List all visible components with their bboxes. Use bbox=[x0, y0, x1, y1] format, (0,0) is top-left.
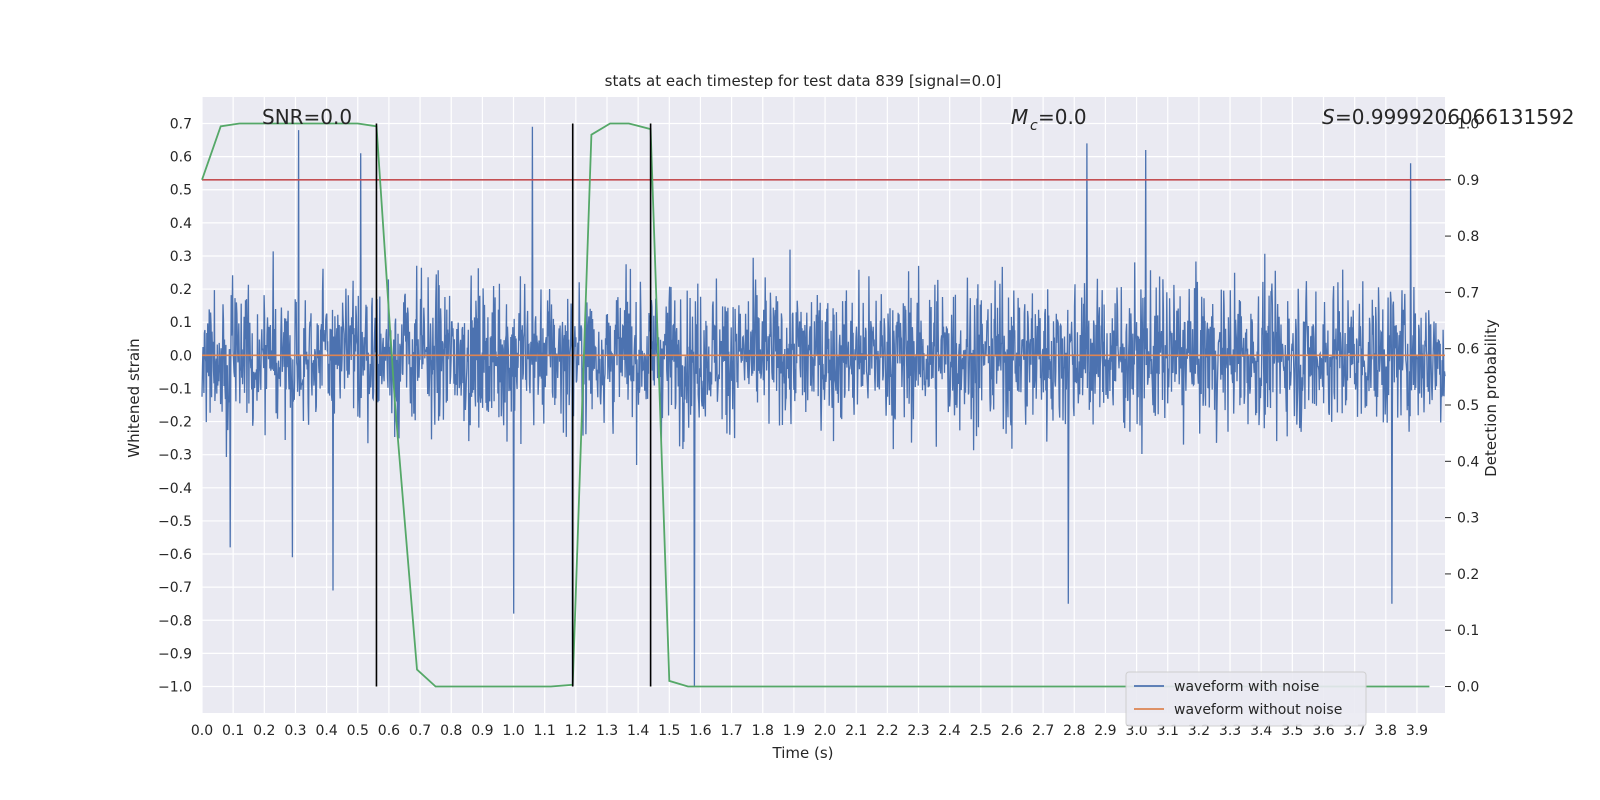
y-left-tick-label: 0.2 bbox=[170, 282, 192, 298]
legend-box bbox=[1125, 671, 1367, 727]
axes: 0.0 0.1 0.2 0.3 0.4 0.5 0.6 0.7 0.8 0.9 1.0 1.1 1.2 1… bbox=[158, 116, 1479, 739]
x-tick-label: 0.6 bbox=[378, 723, 400, 739]
snr-annotation: SNR=0.0 bbox=[262, 105, 352, 129]
y-right-tick-label: 0.1 bbox=[1457, 623, 1479, 639]
plot-area bbox=[202, 97, 1445, 713]
x-tick-label: 3.5 bbox=[1281, 723, 1303, 739]
mc-value: =0.0 bbox=[1038, 105, 1087, 129]
mc-subscript: c bbox=[1030, 118, 1038, 134]
x-tick-label: 3.9 bbox=[1406, 723, 1428, 739]
x-axis-title: Time (s) bbox=[772, 744, 834, 762]
x-tick-label: 2.4 bbox=[939, 723, 961, 739]
x-tick-label: 2.6 bbox=[1001, 723, 1023, 739]
y-right-tick-label: 1.0 bbox=[1457, 116, 1479, 132]
x-tick-label: 0.5 bbox=[347, 723, 369, 739]
y-right-tick-label: 0.0 bbox=[1457, 680, 1479, 696]
y-left-tick-label: −0.7 bbox=[158, 580, 192, 596]
x-tick-label: 1.9 bbox=[783, 723, 805, 739]
series-detection-probability bbox=[201, 122, 1430, 688]
x-tick-label: 1.8 bbox=[752, 723, 774, 739]
x-tick-label: 3.8 bbox=[1375, 723, 1397, 739]
x-tick-label: 1.7 bbox=[720, 723, 742, 739]
x-tick-label: 1.0 bbox=[502, 723, 524, 739]
y-right-tick-label: 0.9 bbox=[1457, 173, 1479, 189]
x-tick-label: 0.4 bbox=[315, 723, 337, 739]
y-right-tick-label: 0.2 bbox=[1457, 567, 1479, 583]
x-tick-label: 2.9 bbox=[1094, 723, 1116, 739]
x-tick-label: 0.2 bbox=[253, 723, 275, 739]
vertical-markers bbox=[375, 123, 652, 687]
mc-annotation: M c =0.0 bbox=[1011, 105, 1087, 134]
y-axis-right-title: Detection probability bbox=[1482, 319, 1500, 477]
y-left-tick-label: −0.9 bbox=[158, 646, 192, 662]
noise-line bbox=[201, 126, 1446, 687]
y-right-tick-label: 0.6 bbox=[1457, 342, 1479, 358]
y-left-tick-label: 0.3 bbox=[170, 249, 192, 265]
y-left-tick-label: −0.3 bbox=[158, 448, 192, 464]
y-left-tick-label: −0.1 bbox=[158, 381, 192, 397]
x-tick-label: 3.1 bbox=[1157, 723, 1179, 739]
x-tick-label: 2.2 bbox=[876, 723, 898, 739]
y-left-tick-label: 0.1 bbox=[170, 315, 192, 331]
y-right-tick-label: 0.3 bbox=[1457, 511, 1479, 527]
x-tick-label: 3.6 bbox=[1312, 723, 1334, 739]
y-left-tick-label: 0.4 bbox=[170, 216, 192, 232]
y-left-tick-label: 0.6 bbox=[170, 150, 192, 166]
legend: waveform with noise waveform without noi… bbox=[1125, 671, 1367, 727]
x-tick-label: 3.2 bbox=[1188, 723, 1210, 739]
y-left-tick-label: 0.7 bbox=[170, 116, 192, 132]
y-right-tick-label: 0.7 bbox=[1457, 285, 1479, 301]
x-tick-label: 0.1 bbox=[222, 723, 244, 739]
y-left-tick-label: −1.0 bbox=[158, 680, 192, 696]
x-tick-label: 0.9 bbox=[471, 723, 493, 739]
y-left-tick-label: 0.0 bbox=[170, 348, 192, 364]
x-tick-label: 3.7 bbox=[1344, 723, 1366, 739]
x-tick-label: 3.3 bbox=[1219, 723, 1241, 739]
x-tick-label: 2.5 bbox=[970, 723, 992, 739]
x-tick-label: 0.0 bbox=[191, 723, 213, 739]
x-tick-label: 1.2 bbox=[565, 723, 587, 739]
y-left-tick-label: −0.6 bbox=[158, 547, 192, 563]
probability-line bbox=[201, 122, 1430, 688]
x-tick-label: 1.3 bbox=[596, 723, 618, 739]
mc-symbol: M bbox=[1011, 105, 1028, 129]
y-left-tick-label: −0.2 bbox=[158, 415, 192, 431]
s-value: =0.9999206066131592 bbox=[1335, 105, 1574, 129]
x-tick-label: 1.6 bbox=[689, 723, 711, 739]
x-tick-label: 1.4 bbox=[627, 723, 649, 739]
s-symbol: S bbox=[1322, 105, 1335, 129]
x-tick-label: 2.1 bbox=[845, 723, 867, 739]
legend-label-clean: waveform without noise bbox=[1174, 702, 1342, 718]
x-tick-label: 2.8 bbox=[1063, 723, 1085, 739]
s-annotation: S =0.9999206066131592 bbox=[1322, 105, 1574, 129]
y-left-tick-label: −0.8 bbox=[158, 613, 192, 629]
x-tick-label: 2.0 bbox=[814, 723, 836, 739]
x-tick-label: 1.5 bbox=[658, 723, 680, 739]
x-tick-label: 0.8 bbox=[440, 723, 462, 739]
x-tick-label: 3.0 bbox=[1125, 723, 1147, 739]
legend-label-noise: waveform with noise bbox=[1174, 679, 1319, 695]
y-left-tick-label: −0.5 bbox=[158, 514, 192, 530]
y-right-tick-label: 0.4 bbox=[1457, 454, 1479, 470]
x-tick-label: 2.7 bbox=[1032, 723, 1054, 739]
y-axis-left-title: Whitened strain bbox=[125, 338, 143, 457]
y-right-tick-label: 0.5 bbox=[1457, 398, 1479, 414]
x-tick-label: 0.3 bbox=[284, 723, 306, 739]
x-tick-label: 2.3 bbox=[907, 723, 929, 739]
x-tick-label: 3.4 bbox=[1250, 723, 1272, 739]
x-tick-label: 0.7 bbox=[409, 723, 431, 739]
y-left-tick-label: 0.5 bbox=[170, 183, 192, 199]
y-right-tick-label: 0.8 bbox=[1457, 229, 1479, 245]
x-tick-label: 1.1 bbox=[534, 723, 556, 739]
y-left-tick-label: −0.4 bbox=[158, 481, 192, 497]
series-waveform-with-noise bbox=[201, 126, 1446, 687]
chart-title: stats at each timestep for test data 839… bbox=[605, 72, 1002, 90]
